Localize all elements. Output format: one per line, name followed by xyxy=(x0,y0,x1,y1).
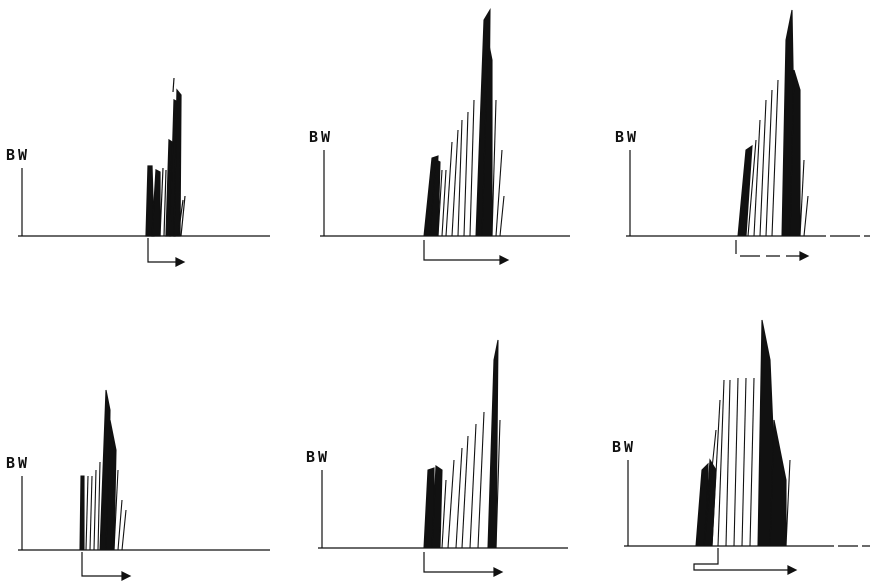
peak-cluster xyxy=(423,7,505,237)
panel-bottom-left: BW xyxy=(6,389,270,581)
bw-axis-label: BW xyxy=(306,448,330,466)
bw-axis-label: BW xyxy=(309,128,333,146)
bw-axis-label: BW xyxy=(6,146,30,164)
bw-axis-label: BW xyxy=(6,454,30,472)
peak-cluster xyxy=(423,339,501,549)
bw-axis-label: BW xyxy=(615,128,639,146)
peak-cluster xyxy=(145,77,186,237)
panel-top-left: BW xyxy=(6,77,270,267)
panel-top-right: BW xyxy=(615,9,870,261)
panel-top-middle: BW xyxy=(309,7,570,265)
peak-cluster xyxy=(79,389,127,551)
panel-bottom-right: BW xyxy=(612,319,870,575)
peak-cluster xyxy=(737,9,809,237)
range-arrow xyxy=(81,552,132,581)
range-arrow xyxy=(693,548,798,575)
peak-cluster xyxy=(695,319,791,547)
panel-bottom-middle: BW xyxy=(306,339,568,577)
range-arrow xyxy=(423,240,510,265)
bw-axis-label: BW xyxy=(612,438,636,456)
range-arrow xyxy=(147,238,186,267)
range-arrow xyxy=(423,552,504,577)
range-arrow xyxy=(735,240,810,261)
